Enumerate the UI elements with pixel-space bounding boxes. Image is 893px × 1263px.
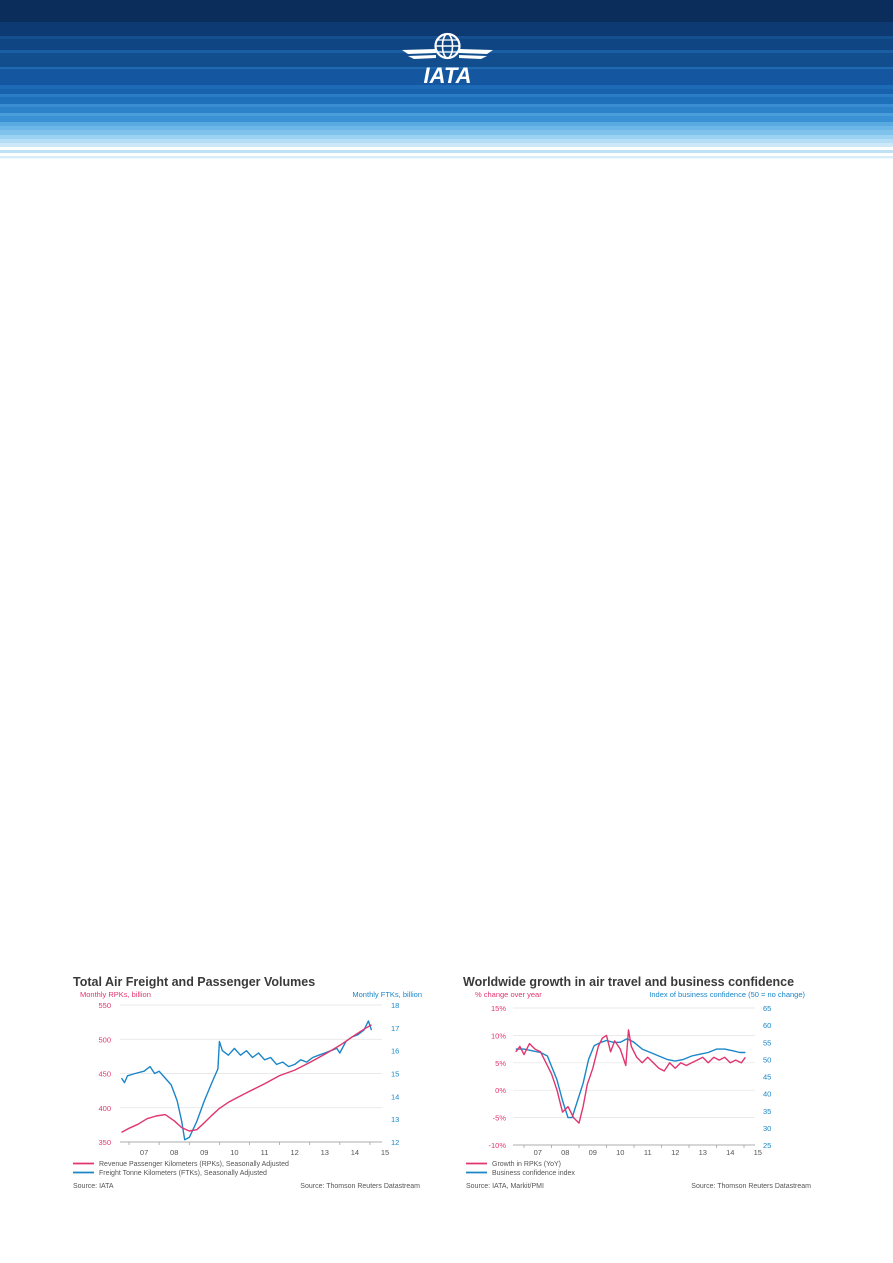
x-tick-label: 11 <box>261 1148 269 1157</box>
left-tick-label: -5% <box>493 1114 507 1123</box>
x-tick-label: 13 <box>321 1148 329 1157</box>
x-tick-label: 07 <box>140 1148 148 1157</box>
chart-2-title: Worldwide growth in air travel and busin… <box>463 975 795 989</box>
right-tick-label: 14 <box>391 1092 399 1101</box>
x-tick-label: 08 <box>170 1148 178 1157</box>
left-axis-title: % change over year <box>475 990 542 999</box>
series-line-left <box>121 1024 372 1134</box>
logo-text: IATA <box>423 63 471 88</box>
left-tick-label: 450 <box>98 1070 111 1079</box>
left-tick-label: -10% <box>488 1141 506 1150</box>
right-tick-label: 13 <box>391 1115 399 1124</box>
source-right: Source: Thomson Reuters Datastream <box>300 1183 420 1190</box>
x-tick-label: 10 <box>616 1148 624 1157</box>
x-tick-label: 15 <box>754 1148 762 1157</box>
right-tick-label: 30 <box>763 1124 771 1133</box>
x-tick-label: 14 <box>726 1148 734 1157</box>
left-tick-label: 550 <box>98 1001 111 1010</box>
right-tick-label: 17 <box>391 1024 399 1033</box>
right-tick-label: 65 <box>763 1004 771 1013</box>
x-tick-label: 09 <box>589 1148 597 1157</box>
right-tick-label: 25 <box>763 1141 771 1150</box>
left-tick-label: 15% <box>491 1004 506 1013</box>
left-tick-label: 350 <box>98 1138 111 1147</box>
source-left: Source: IATA, Markit/PMI <box>466 1183 544 1190</box>
series-line-right <box>120 1020 373 1141</box>
series-line-left <box>515 1029 746 1124</box>
left-tick-label: 5% <box>495 1059 506 1068</box>
legend-label: Revenue Passenger Kilometers (RPKs), Sea… <box>99 1161 289 1168</box>
header-banner <box>0 0 893 170</box>
x-tick-label: 08 <box>561 1148 569 1157</box>
iata-logo: IATA <box>400 30 495 88</box>
source-left: Source: IATA <box>73 1183 114 1190</box>
left-tick-label: 0% <box>495 1086 506 1095</box>
right-axis-title: Index of business confidence (50 = no ch… <box>649 990 805 999</box>
legend-label: Growth in RPKs (YoY) <box>492 1161 561 1168</box>
x-tick-label: 09 <box>200 1148 208 1157</box>
chart-1: Monthly RPKs, billion Monthly FTKs, billi… <box>73 990 422 1190</box>
right-tick-label: 18 <box>391 1001 399 1010</box>
chart-2: % change over year Index of business conf… <box>466 990 811 1190</box>
x-tick-label: 12 <box>671 1148 679 1157</box>
source-right: Source: Thomson Reuters Datastream <box>691 1183 811 1190</box>
right-tick-label: 50 <box>763 1055 771 1064</box>
left-tick-label: 10% <box>491 1031 506 1040</box>
right-tick-label: 40 <box>763 1090 771 1099</box>
legend-label: Business confidence index <box>492 1170 575 1177</box>
x-tick-label: 14 <box>351 1148 359 1157</box>
legend-label: Freight Tonne Kilometers (FTKs), Seasona… <box>99 1170 267 1177</box>
right-axis-title: Monthly FTKs, billion <box>352 990 422 999</box>
left-axis-title: Monthly RPKs, billion <box>80 990 151 999</box>
right-tick-label: 60 <box>763 1021 771 1030</box>
right-tick-label: 35 <box>763 1107 771 1116</box>
left-tick-label: 400 <box>98 1104 111 1113</box>
x-tick-label: 11 <box>644 1148 652 1157</box>
right-tick-label: 45 <box>763 1073 771 1082</box>
x-tick-label: 12 <box>290 1148 298 1157</box>
x-tick-label: 15 <box>381 1148 389 1157</box>
left-tick-label: 500 <box>98 1035 111 1044</box>
right-tick-label: 12 <box>391 1138 399 1147</box>
x-tick-label: 07 <box>534 1148 542 1157</box>
right-tick-label: 16 <box>391 1047 399 1056</box>
series-line-right <box>515 1038 746 1119</box>
x-tick-label: 13 <box>699 1148 707 1157</box>
x-tick-label: 10 <box>230 1148 238 1157</box>
chart-1-title: Total Air Freight and Passenger Volumes <box>73 975 316 989</box>
right-tick-label: 55 <box>763 1038 771 1047</box>
right-tick-label: 15 <box>391 1070 399 1079</box>
